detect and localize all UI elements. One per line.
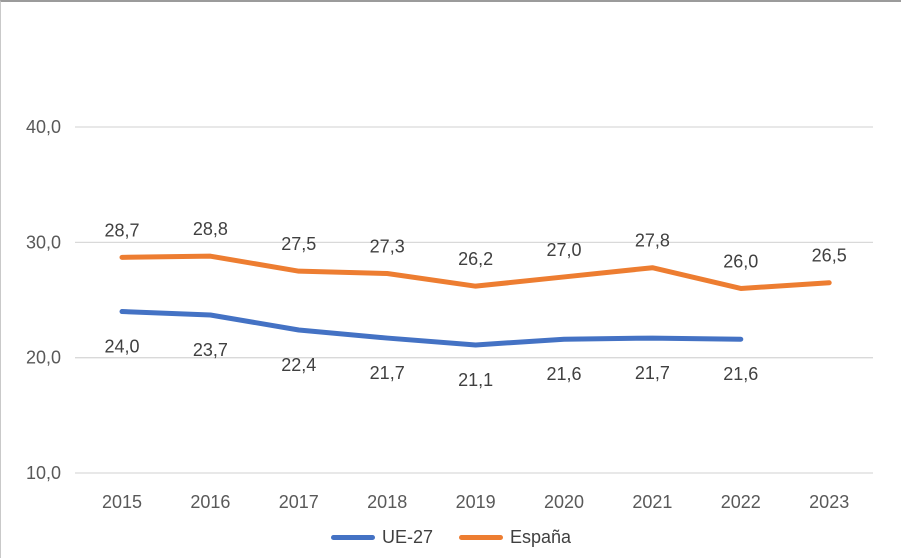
legend: UE-27 España xyxy=(1,527,901,548)
data-label: 22,4 xyxy=(281,355,316,375)
legend-line-swatch xyxy=(330,535,375,540)
data-label: 24,0 xyxy=(104,337,139,357)
series-lines xyxy=(119,253,832,348)
y-tick-label: 40,0 xyxy=(26,117,61,137)
data-label: 21,6 xyxy=(723,364,758,384)
data-label: 27,0 xyxy=(546,240,581,260)
data-label: 21,6 xyxy=(546,364,581,384)
data-label: 27,3 xyxy=(370,236,405,256)
x-axis-labels: 2015 2016 2017 2018 2019 2020 2021 2022 2023 xyxy=(102,492,849,512)
x-tick-label: 2016 xyxy=(190,492,230,512)
x-tick-label: 2019 xyxy=(456,492,496,512)
gridlines xyxy=(75,126,873,474)
x-tick-label: 2023 xyxy=(809,492,849,512)
x-tick-label: 2021 xyxy=(632,492,672,512)
data-label: 26,0 xyxy=(723,251,758,271)
data-label: 21,7 xyxy=(635,363,670,383)
data-label: 26,2 xyxy=(458,249,493,269)
data-label: 23,7 xyxy=(193,340,228,360)
series-line-espa-a xyxy=(119,253,832,291)
data-label: 28,8 xyxy=(193,219,228,239)
y-tick-label: 20,0 xyxy=(26,348,61,368)
y-tick-label: 10,0 xyxy=(26,463,61,483)
data-label: 28,7 xyxy=(104,220,139,240)
data-label: 26,5 xyxy=(812,246,847,266)
data-label: 21,1 xyxy=(458,370,493,390)
data-label: 27,5 xyxy=(281,234,316,254)
x-tick-label: 2017 xyxy=(279,492,319,512)
line-chart: 40,0 30,0 20,0 10,0 2015 2016 2017 2018 2019 202… xyxy=(26,117,873,512)
y-tick-label: 30,0 xyxy=(26,232,61,252)
data-label: 27,8 xyxy=(635,231,670,251)
legend-item-ue-27: UE-27 xyxy=(330,527,433,548)
data-label: 21,7 xyxy=(370,363,405,383)
series-line-ue-27 xyxy=(119,309,744,348)
data-labels: 24,0 23,7 22,4 21,7 21,1 21,6 21,7 21,6 28,7 28,8… xyxy=(104,219,846,390)
legend-label: UE-27 xyxy=(381,527,433,547)
legend-label: España xyxy=(509,527,572,547)
y-axis-labels: 40,0 30,0 20,0 10,0 xyxy=(26,117,61,483)
x-tick-label: 2020 xyxy=(544,492,584,512)
x-tick-label: 2015 xyxy=(102,492,142,512)
x-tick-label: 2018 xyxy=(367,492,407,512)
x-tick-label: 2022 xyxy=(721,492,761,512)
legend-item-espa-a: España xyxy=(458,527,572,548)
legend-line-swatch xyxy=(458,535,503,540)
